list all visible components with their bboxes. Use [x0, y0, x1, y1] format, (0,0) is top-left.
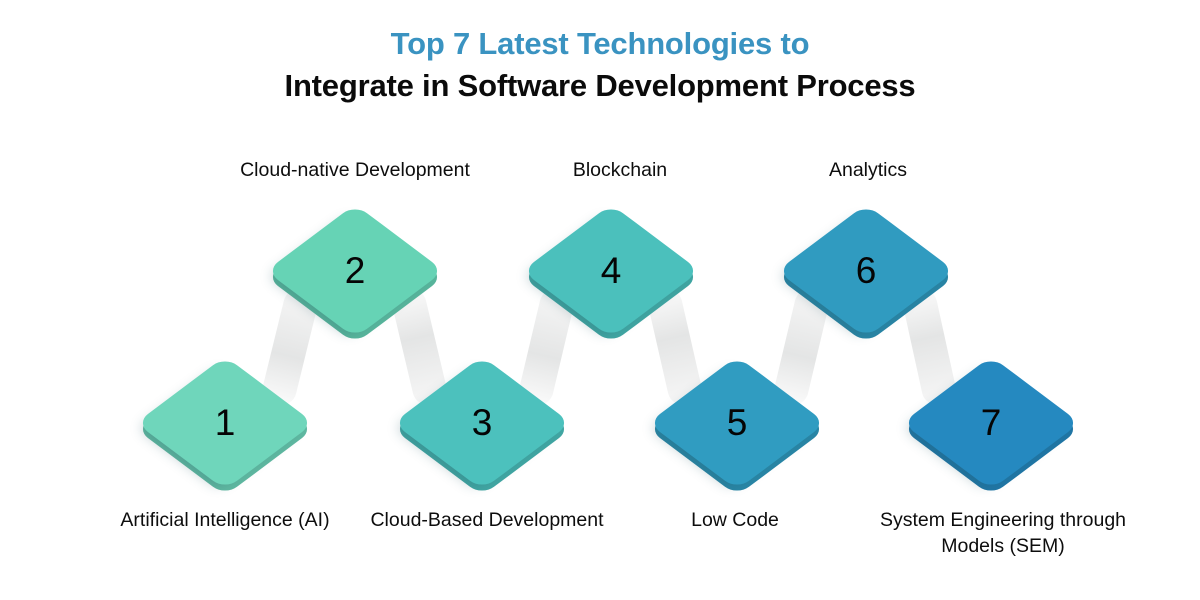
- step-number-2: 2: [344, 250, 366, 291]
- step-label-6: Analytics: [828, 159, 908, 181]
- step-number-1: 1: [214, 402, 236, 443]
- title-line-1: Top 7 Latest Technologies to: [390, 26, 810, 61]
- step-number-4: 4: [600, 250, 622, 291]
- step-label-4: Blockchain: [572, 159, 668, 181]
- step-label-2: Cloud-native Development: [240, 159, 470, 181]
- step-node-6[interactable]: 6: [776, 191, 956, 351]
- step-node-7[interactable]: 7: [901, 343, 1081, 503]
- step-number-3: 3: [471, 402, 493, 443]
- title-line-2: Integrate in Software Development Proces…: [284, 67, 916, 103]
- step-node-4[interactable]: 4: [521, 191, 701, 351]
- step-number-5: 5: [726, 402, 748, 443]
- step-node-2[interactable]: 2: [265, 191, 445, 351]
- step-label-7: System Engineering through Models (SEM): [879, 509, 1127, 557]
- step-label-5: Low Code: [691, 509, 779, 531]
- step-number-7: 7: [980, 402, 1002, 443]
- step-label-3: Cloud-Based Development: [370, 509, 604, 531]
- step-node-1[interactable]: 1: [135, 343, 315, 503]
- step-label-1: Artificial Intelligence (AI): [120, 509, 330, 531]
- step-number-6: 6: [855, 250, 877, 291]
- page-title: Top 7 Latest Technologies to Integrate i…: [0, 26, 1200, 104]
- step-node-5[interactable]: 5: [647, 343, 827, 503]
- step-node-3[interactable]: 3: [392, 343, 572, 503]
